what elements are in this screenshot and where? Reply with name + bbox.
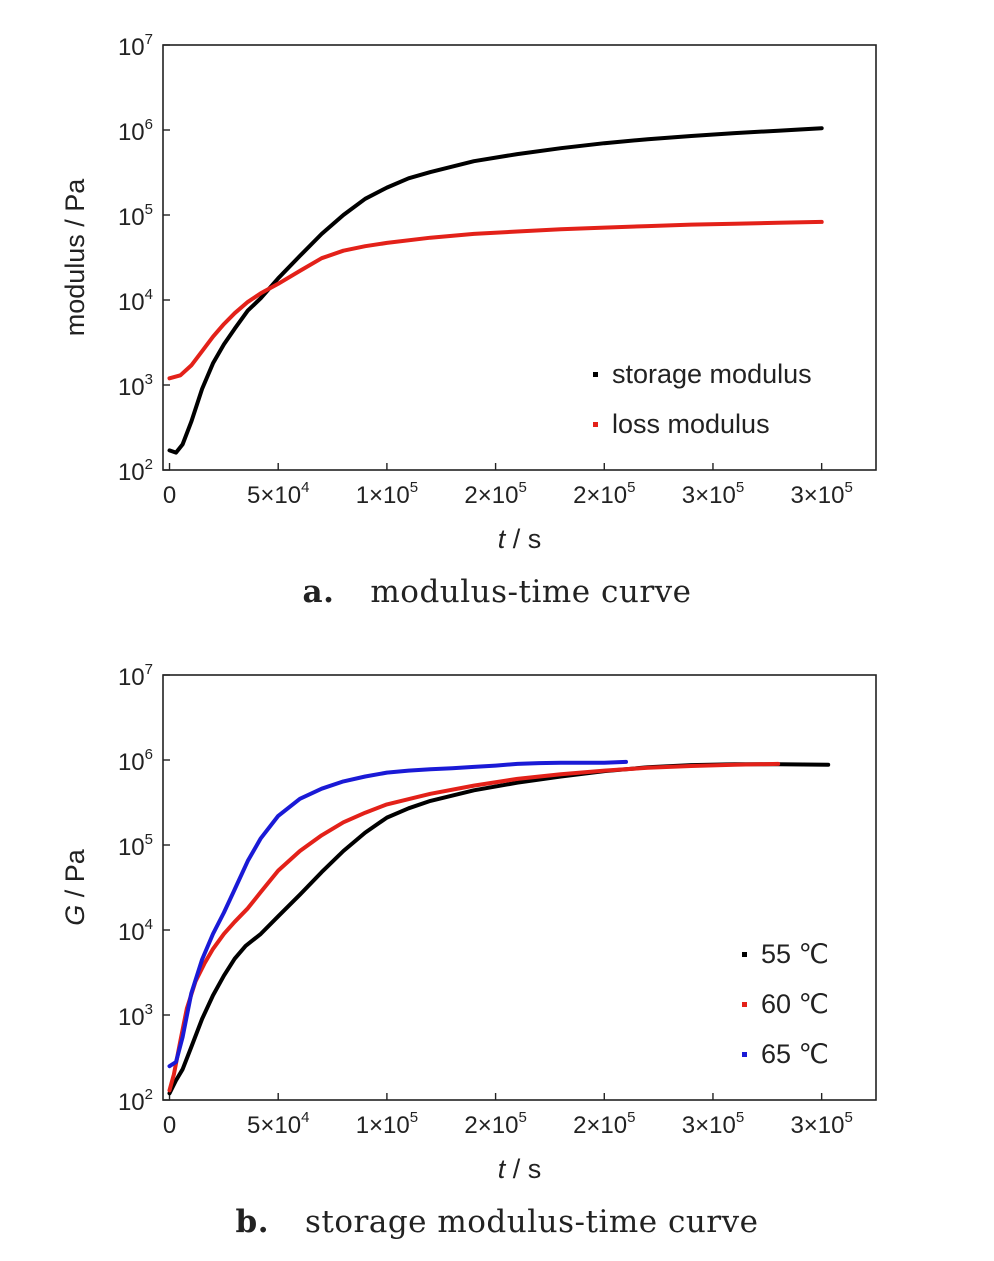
legend-label-2: loss modulus xyxy=(612,409,770,439)
legend-marker-1 xyxy=(742,952,747,957)
caption-a: a. modulus-time curve xyxy=(0,574,994,610)
x-tick-label: 1×105 xyxy=(356,479,418,509)
caption-b-text: storage modulus-time curve xyxy=(304,1204,759,1240)
y-tick-label: 104 xyxy=(118,286,153,316)
y-tick-label: 104 xyxy=(118,916,153,946)
chart-a: 102 103 104 105 106 107 0 5×104 1×105 2×105 2×105 3… xyxy=(60,31,877,554)
x-tick-label: 3×105 xyxy=(790,1109,852,1139)
x-tick-label: 5×104 xyxy=(247,479,309,509)
y-tick-label: 102 xyxy=(118,1086,153,1116)
chart-b: 102 103 104 105 106 107 0 5×104 1×105 2×105 2×105 3… xyxy=(60,661,877,1184)
x-tick-label: 3×105 xyxy=(682,479,744,509)
series-line-3 xyxy=(167,759,628,1069)
x-tick-label: 0 xyxy=(163,482,176,509)
x-tick-label: 3×105 xyxy=(682,1109,744,1139)
y-tick-label: 103 xyxy=(118,371,153,401)
x-tick-label: 3×105 xyxy=(790,479,852,509)
legend-label-3: 65 ℃ xyxy=(761,1039,829,1069)
caption-b: b. storage modulus-time curve xyxy=(0,1204,994,1240)
caption-b-label: b. xyxy=(235,1204,269,1240)
y-tick-label: 105 xyxy=(118,201,153,231)
legend-marker-3 xyxy=(742,1052,747,1057)
y-tick-label: 107 xyxy=(118,661,153,691)
y-axis-label: G / Pa xyxy=(60,848,90,926)
y-tick-label: 102 xyxy=(118,456,153,486)
series-line-1 xyxy=(167,126,824,455)
legend-marker-2 xyxy=(742,1002,747,1007)
series-line-2 xyxy=(167,219,824,381)
legend-label-1: 55 ℃ xyxy=(761,939,829,969)
y-tick-label: 106 xyxy=(118,746,153,776)
legend-marker-1 xyxy=(593,372,598,377)
x-tick-label: 1×105 xyxy=(356,1109,418,1139)
y-tick-label: 106 xyxy=(118,116,153,146)
panel-b: 102 103 104 105 106 107 0 5×104 1×105 2×105 2×105 3… xyxy=(0,630,994,1261)
plot-frame xyxy=(162,44,877,471)
series-line-1 xyxy=(167,762,831,1096)
x-tick-label: 0 xyxy=(163,1112,176,1139)
x-axis-label: t / s xyxy=(498,1154,542,1184)
panel-a: 102 103 104 105 106 107 0 5×104 1×105 2×105 2×105 3… xyxy=(0,0,994,630)
y-tick-label: 107 xyxy=(118,31,153,61)
legend-label-2: 60 ℃ xyxy=(761,989,829,1019)
x-tick-label: 2×105 xyxy=(464,479,526,509)
x-tick-label: 2×105 xyxy=(464,1109,526,1139)
x-axis-label: t / s xyxy=(498,524,542,554)
y-tick-label: 103 xyxy=(118,1001,153,1031)
caption-a-text: modulus-time curve xyxy=(370,574,692,610)
x-tick-label: 5×104 xyxy=(247,1109,309,1139)
y-tick-label: 105 xyxy=(118,831,153,861)
caption-a-label: a. xyxy=(302,574,335,610)
plot-frame xyxy=(162,674,877,1101)
x-tick-label: 2×105 xyxy=(573,479,635,509)
y-axis-label: modulus / Pa xyxy=(60,178,90,337)
legend-label-1: storage modulus xyxy=(612,359,812,389)
x-tick-label: 2×105 xyxy=(573,1109,635,1139)
legend-marker-2 xyxy=(593,422,598,427)
series-line-2 xyxy=(167,761,781,1093)
